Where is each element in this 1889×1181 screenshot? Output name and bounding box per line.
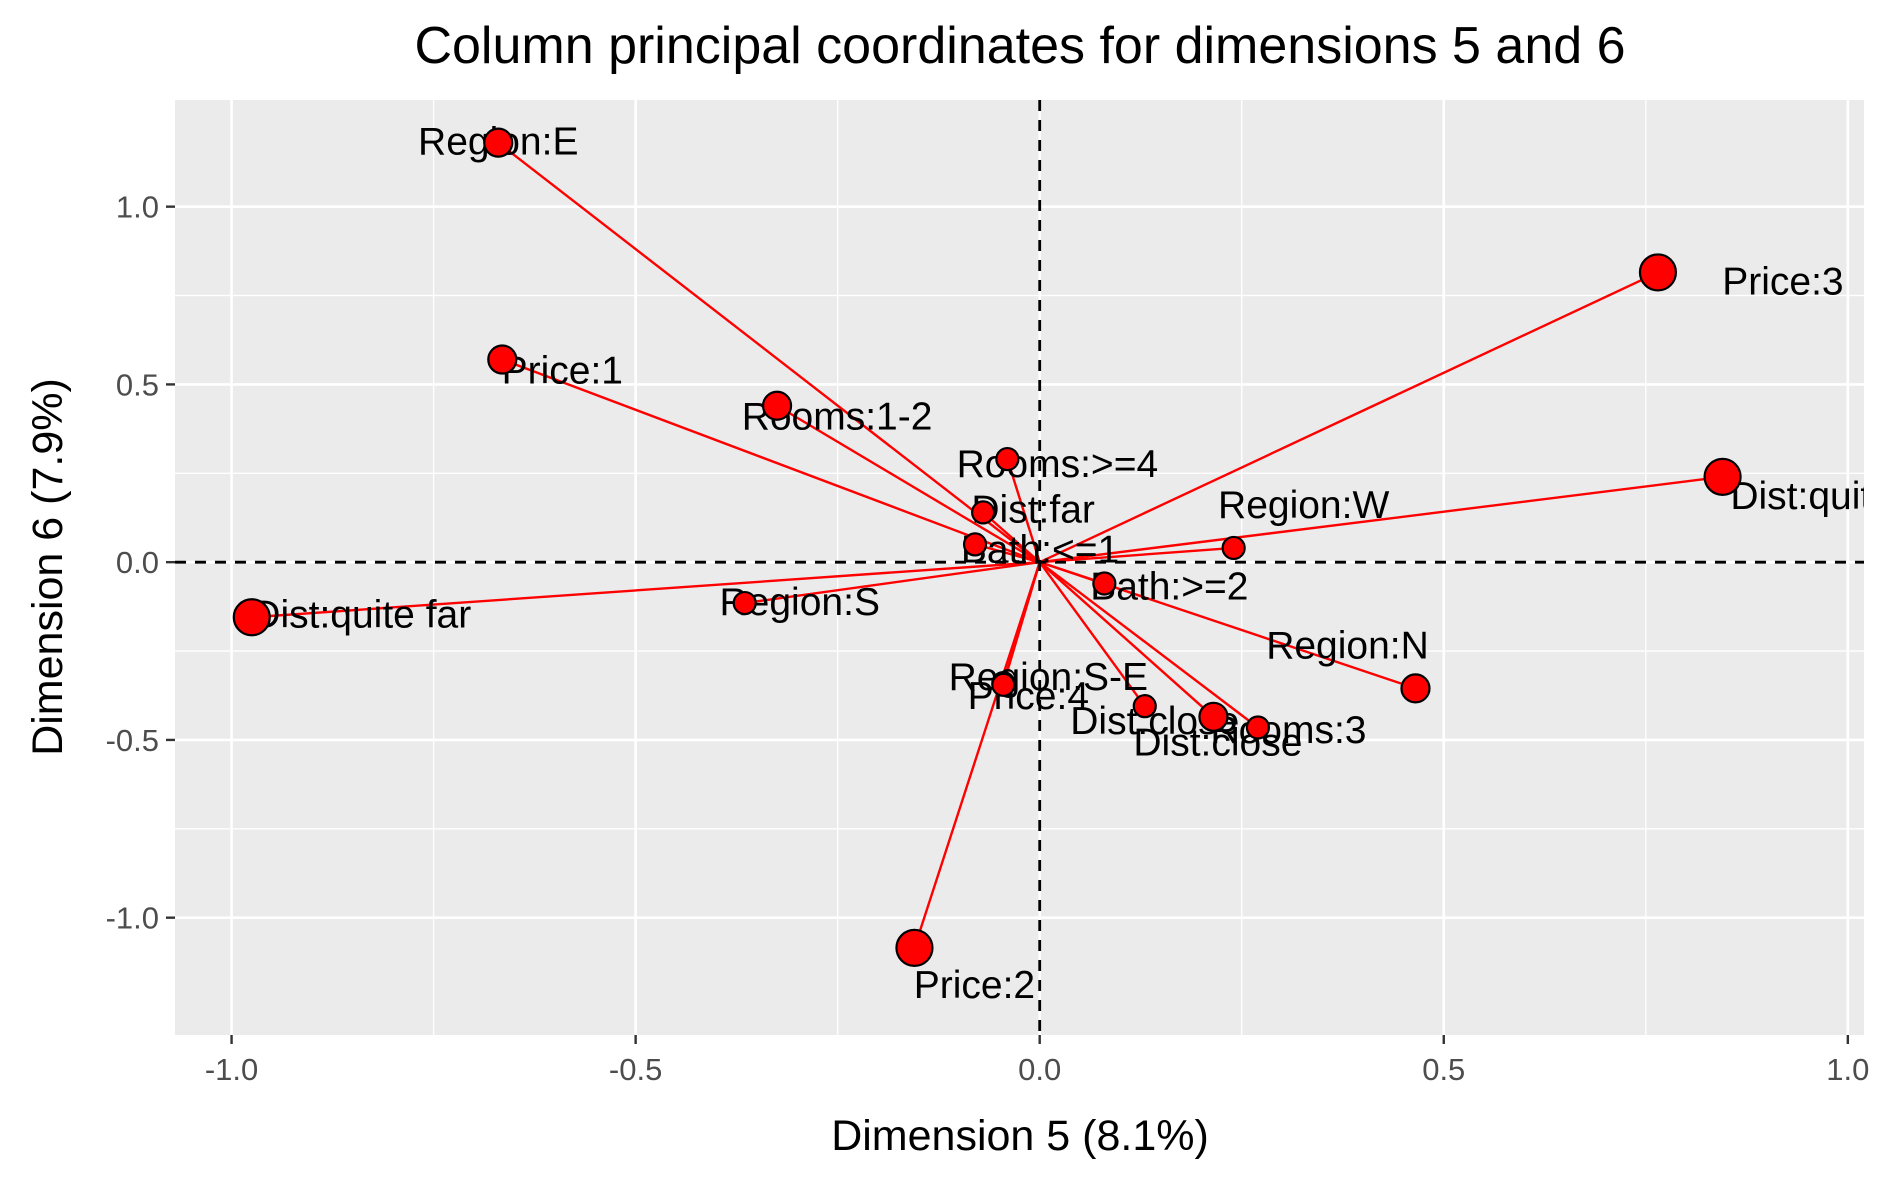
y-tick-label: -1.0 xyxy=(106,901,159,936)
vector-line xyxy=(1038,561,1259,729)
y-tick-label: 0.0 xyxy=(116,545,159,580)
vector-line xyxy=(1006,458,1041,563)
point-label: Region:N xyxy=(1266,624,1429,667)
vector-line xyxy=(982,511,1041,564)
panel-clip-left xyxy=(0,100,162,1035)
point-label: Rooms:3 xyxy=(1210,709,1366,752)
y-tick-label: -0.5 xyxy=(106,723,159,758)
data-point xyxy=(1400,673,1431,704)
point-label: Price:3 xyxy=(1722,260,1843,303)
data-point xyxy=(971,500,996,525)
data-point xyxy=(991,672,1016,697)
panel-clip-right xyxy=(1864,0,1889,1181)
data-point xyxy=(1245,715,1270,740)
points xyxy=(232,127,1742,967)
data-point xyxy=(995,446,1020,472)
reference-lines xyxy=(175,100,1864,1035)
data-point xyxy=(232,598,271,637)
point-label: Price:2 xyxy=(914,964,1035,1007)
data-point xyxy=(1703,457,1742,496)
vector-line xyxy=(1038,561,1215,718)
plot-panel xyxy=(175,100,1864,1035)
data-point xyxy=(962,532,988,557)
data-point xyxy=(1132,694,1157,719)
data-point xyxy=(1092,571,1117,596)
x-tick-label: -1.0 xyxy=(205,1052,258,1087)
vector-line xyxy=(1039,271,1659,564)
x-tick-label: 0.0 xyxy=(1018,1052,1061,1087)
y-tick-label: 1.0 xyxy=(116,190,159,225)
vectors xyxy=(251,141,1723,949)
point-label: Dist:quite far xyxy=(252,593,471,636)
x-tick-label: -0.5 xyxy=(609,1052,662,1087)
vector-line xyxy=(1038,561,1146,707)
data-point xyxy=(487,344,518,375)
x-tick-label: 1.0 xyxy=(1826,1052,1869,1087)
data-point xyxy=(1221,535,1246,561)
data-point xyxy=(1638,253,1678,292)
point-label: Bath:<=1 xyxy=(961,528,1119,571)
axes: -1.0 -0.5 0.0 0.5 1.0 -1.0 -0.5 0.0 0.5 1.0 xyxy=(106,190,1870,1087)
vector-line xyxy=(501,358,1041,564)
vector-line xyxy=(776,404,1041,564)
x-axis-title: Dimension 5 (8.1%) xyxy=(831,1112,1209,1160)
point-label: Rooms:>=4 xyxy=(957,443,1159,486)
x-tick-label: 0.5 xyxy=(1422,1052,1465,1087)
point-label: Bath:>=2 xyxy=(1090,565,1248,608)
vector-line xyxy=(1039,475,1723,564)
y-tick-label: 0.5 xyxy=(116,367,159,402)
point-label: Price:4 xyxy=(968,675,1089,718)
point-label: Dist:quite close xyxy=(1730,475,1889,518)
data-point xyxy=(483,127,514,158)
point-label: Price:1 xyxy=(502,350,623,393)
data-point xyxy=(761,390,793,421)
vector-line xyxy=(1039,546,1234,564)
point-label: Region:W xyxy=(1218,484,1389,527)
chart-title: Column principal coordinates for dimensi… xyxy=(414,17,1625,75)
vector-line xyxy=(497,141,1041,564)
data-point xyxy=(1198,701,1229,732)
vector-line xyxy=(913,561,1041,949)
vector-line xyxy=(744,560,1040,605)
data-point xyxy=(732,590,757,616)
vector-line xyxy=(251,560,1040,619)
point-label: Region:S-E xyxy=(949,656,1148,699)
data-point xyxy=(895,928,934,967)
y-axis-title: Dimension 6 (7.9%) xyxy=(24,378,72,756)
